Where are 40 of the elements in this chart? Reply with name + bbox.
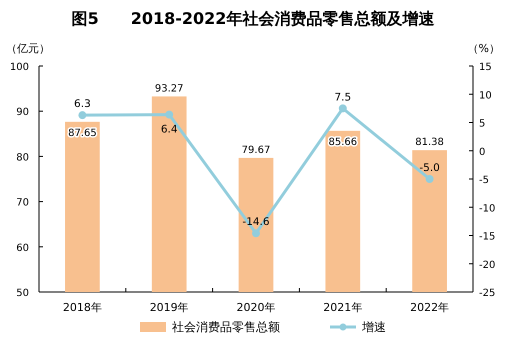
y-axis-title: （亿元） [6, 42, 50, 55]
data-label: -14.6 [242, 216, 270, 228]
data-label: 93.27 [154, 83, 184, 94]
x-tick-label: 2019年 [150, 301, 189, 314]
y-tick-label: 70 [16, 198, 29, 209]
chart-title: 图5 2018-2022年社会消费品零售总额及增速 [72, 9, 436, 28]
data-label: 87.65 [68, 128, 97, 139]
y2-tick-label: -5 [479, 175, 489, 186]
y2-tick-label: 15 [479, 62, 492, 73]
x-tick-label: 2022年 [410, 301, 450, 314]
y2-axis-title: （%） [468, 42, 500, 55]
y-tick-label: 80 [16, 152, 29, 164]
data-label: 79.67 [242, 144, 270, 156]
y2-tick-label: -20 [479, 260, 496, 271]
data-label: 85.66 [328, 136, 358, 148]
legend-label: 社会消费品零售总额 [172, 320, 280, 334]
point [426, 175, 434, 183]
y-tick-label: 100 [10, 62, 29, 73]
y2-tick-label: 10 [479, 90, 492, 102]
data-label: 6.4 [160, 124, 178, 136]
data-label: 81.38 [415, 137, 444, 148]
data-label: 6.3 [74, 98, 91, 110]
y-tick-label: 60 [16, 242, 29, 254]
x-tick-label: 2020年 [236, 301, 276, 314]
y2-tick-label: -15 [479, 232, 496, 242]
point [165, 110, 174, 119]
y-tick-label: 90 [16, 107, 29, 118]
y2-tick-label: -25 [479, 288, 496, 299]
y-tick-label: 50 [16, 288, 29, 299]
x-tick-label: 2018年 [62, 301, 102, 314]
point [338, 104, 347, 112]
data-label: 7.5 [334, 91, 352, 104]
point [252, 229, 260, 238]
data-label: -5.0 [419, 162, 440, 174]
y2-tick-label: 0 [479, 146, 486, 158]
legend-label: 增速 [361, 320, 386, 334]
y2-tick-label: -10 [479, 203, 496, 214]
y2-tick-label: 5 [479, 118, 486, 130]
point [78, 111, 86, 120]
x-tick-label: 2021年 [323, 301, 362, 314]
